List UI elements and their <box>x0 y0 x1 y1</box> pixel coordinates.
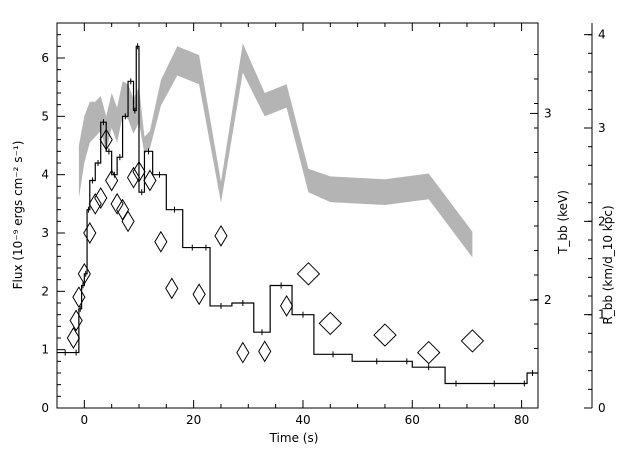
axes-layer: 0 20 40 60 80 0 1 2 3 4 5 6 2 3 0 1 2 3 4 <box>41 22 606 427</box>
y-tick-label: 0 <box>41 401 49 415</box>
y-tick-label: 5 <box>41 109 49 123</box>
temperature-marker <box>132 160 146 183</box>
temperature-marker <box>192 283 206 306</box>
temperature-marker <box>126 166 141 189</box>
temperature-marker <box>258 340 272 363</box>
rbb-tick-label: 1 <box>598 308 606 322</box>
y-tick-label: 3 <box>41 226 49 240</box>
y-tick-label: 2 <box>41 284 49 298</box>
rbb-tick-label: 0 <box>598 401 606 415</box>
rbb-tick-label: 2 <box>598 214 606 228</box>
y-tick-label: 1 <box>41 343 49 357</box>
tbb-tick-label: 3 <box>544 106 552 120</box>
rbb-tick-label: 4 <box>598 28 606 42</box>
temperature-marker <box>460 329 485 353</box>
temperature-marker <box>143 169 157 192</box>
temperature-marker <box>72 286 86 309</box>
plot-frame <box>56 22 539 409</box>
y-axis-tbb-label: T_bb (keV) <box>556 190 570 255</box>
temperature-marker <box>236 341 250 364</box>
rbb-tick-label: 3 <box>598 121 606 135</box>
y-axis-left-label: Flux (10⁻⁹ ergs cm⁻² s⁻¹) <box>11 141 25 290</box>
temperature-marker <box>105 169 119 192</box>
x-tick-label: 0 <box>81 413 89 427</box>
y-tick-label: 6 <box>41 51 49 65</box>
temperature-marker <box>165 277 179 300</box>
radius-band <box>78 43 473 258</box>
x-tick-label: 80 <box>514 413 529 427</box>
tbb-tick-label: 2 <box>544 293 552 307</box>
x-tick-label: 20 <box>186 413 201 427</box>
temperature-marker <box>77 262 91 285</box>
temperature-marker <box>416 340 441 365</box>
temperature-marker <box>88 192 102 215</box>
temperature-marker <box>373 323 397 347</box>
temperature-marker <box>83 222 97 244</box>
flux-step-layer <box>57 43 538 387</box>
temperature-marker <box>66 327 80 349</box>
temperature-marker <box>214 224 228 247</box>
temperature-marker <box>279 294 294 317</box>
temperature-marker <box>69 309 83 332</box>
temperature-marker <box>99 128 113 151</box>
temperature-marker <box>154 230 168 253</box>
x-axis-label: Time (s) <box>269 431 319 445</box>
temperature-marker <box>296 262 321 286</box>
x-tick-label: 40 <box>295 413 310 427</box>
x-tick-label: 60 <box>405 413 420 427</box>
temperature-marker <box>94 187 108 209</box>
temperature-marker <box>121 210 135 233</box>
temperature-marker <box>110 192 124 215</box>
flux-histogram <box>57 45 538 385</box>
radius-band-layer <box>78 43 473 258</box>
y-tick-label: 4 <box>41 168 49 182</box>
temperature-marker <box>318 311 343 336</box>
temperature-diamond-layer <box>66 128 485 365</box>
labels-layer: Time (s) Flux (10⁻⁹ ergs cm⁻² s⁻¹) T_bb … <box>11 141 615 445</box>
y-axis-rbb-label: R_bb (km/d_10 kpc) <box>601 205 615 324</box>
